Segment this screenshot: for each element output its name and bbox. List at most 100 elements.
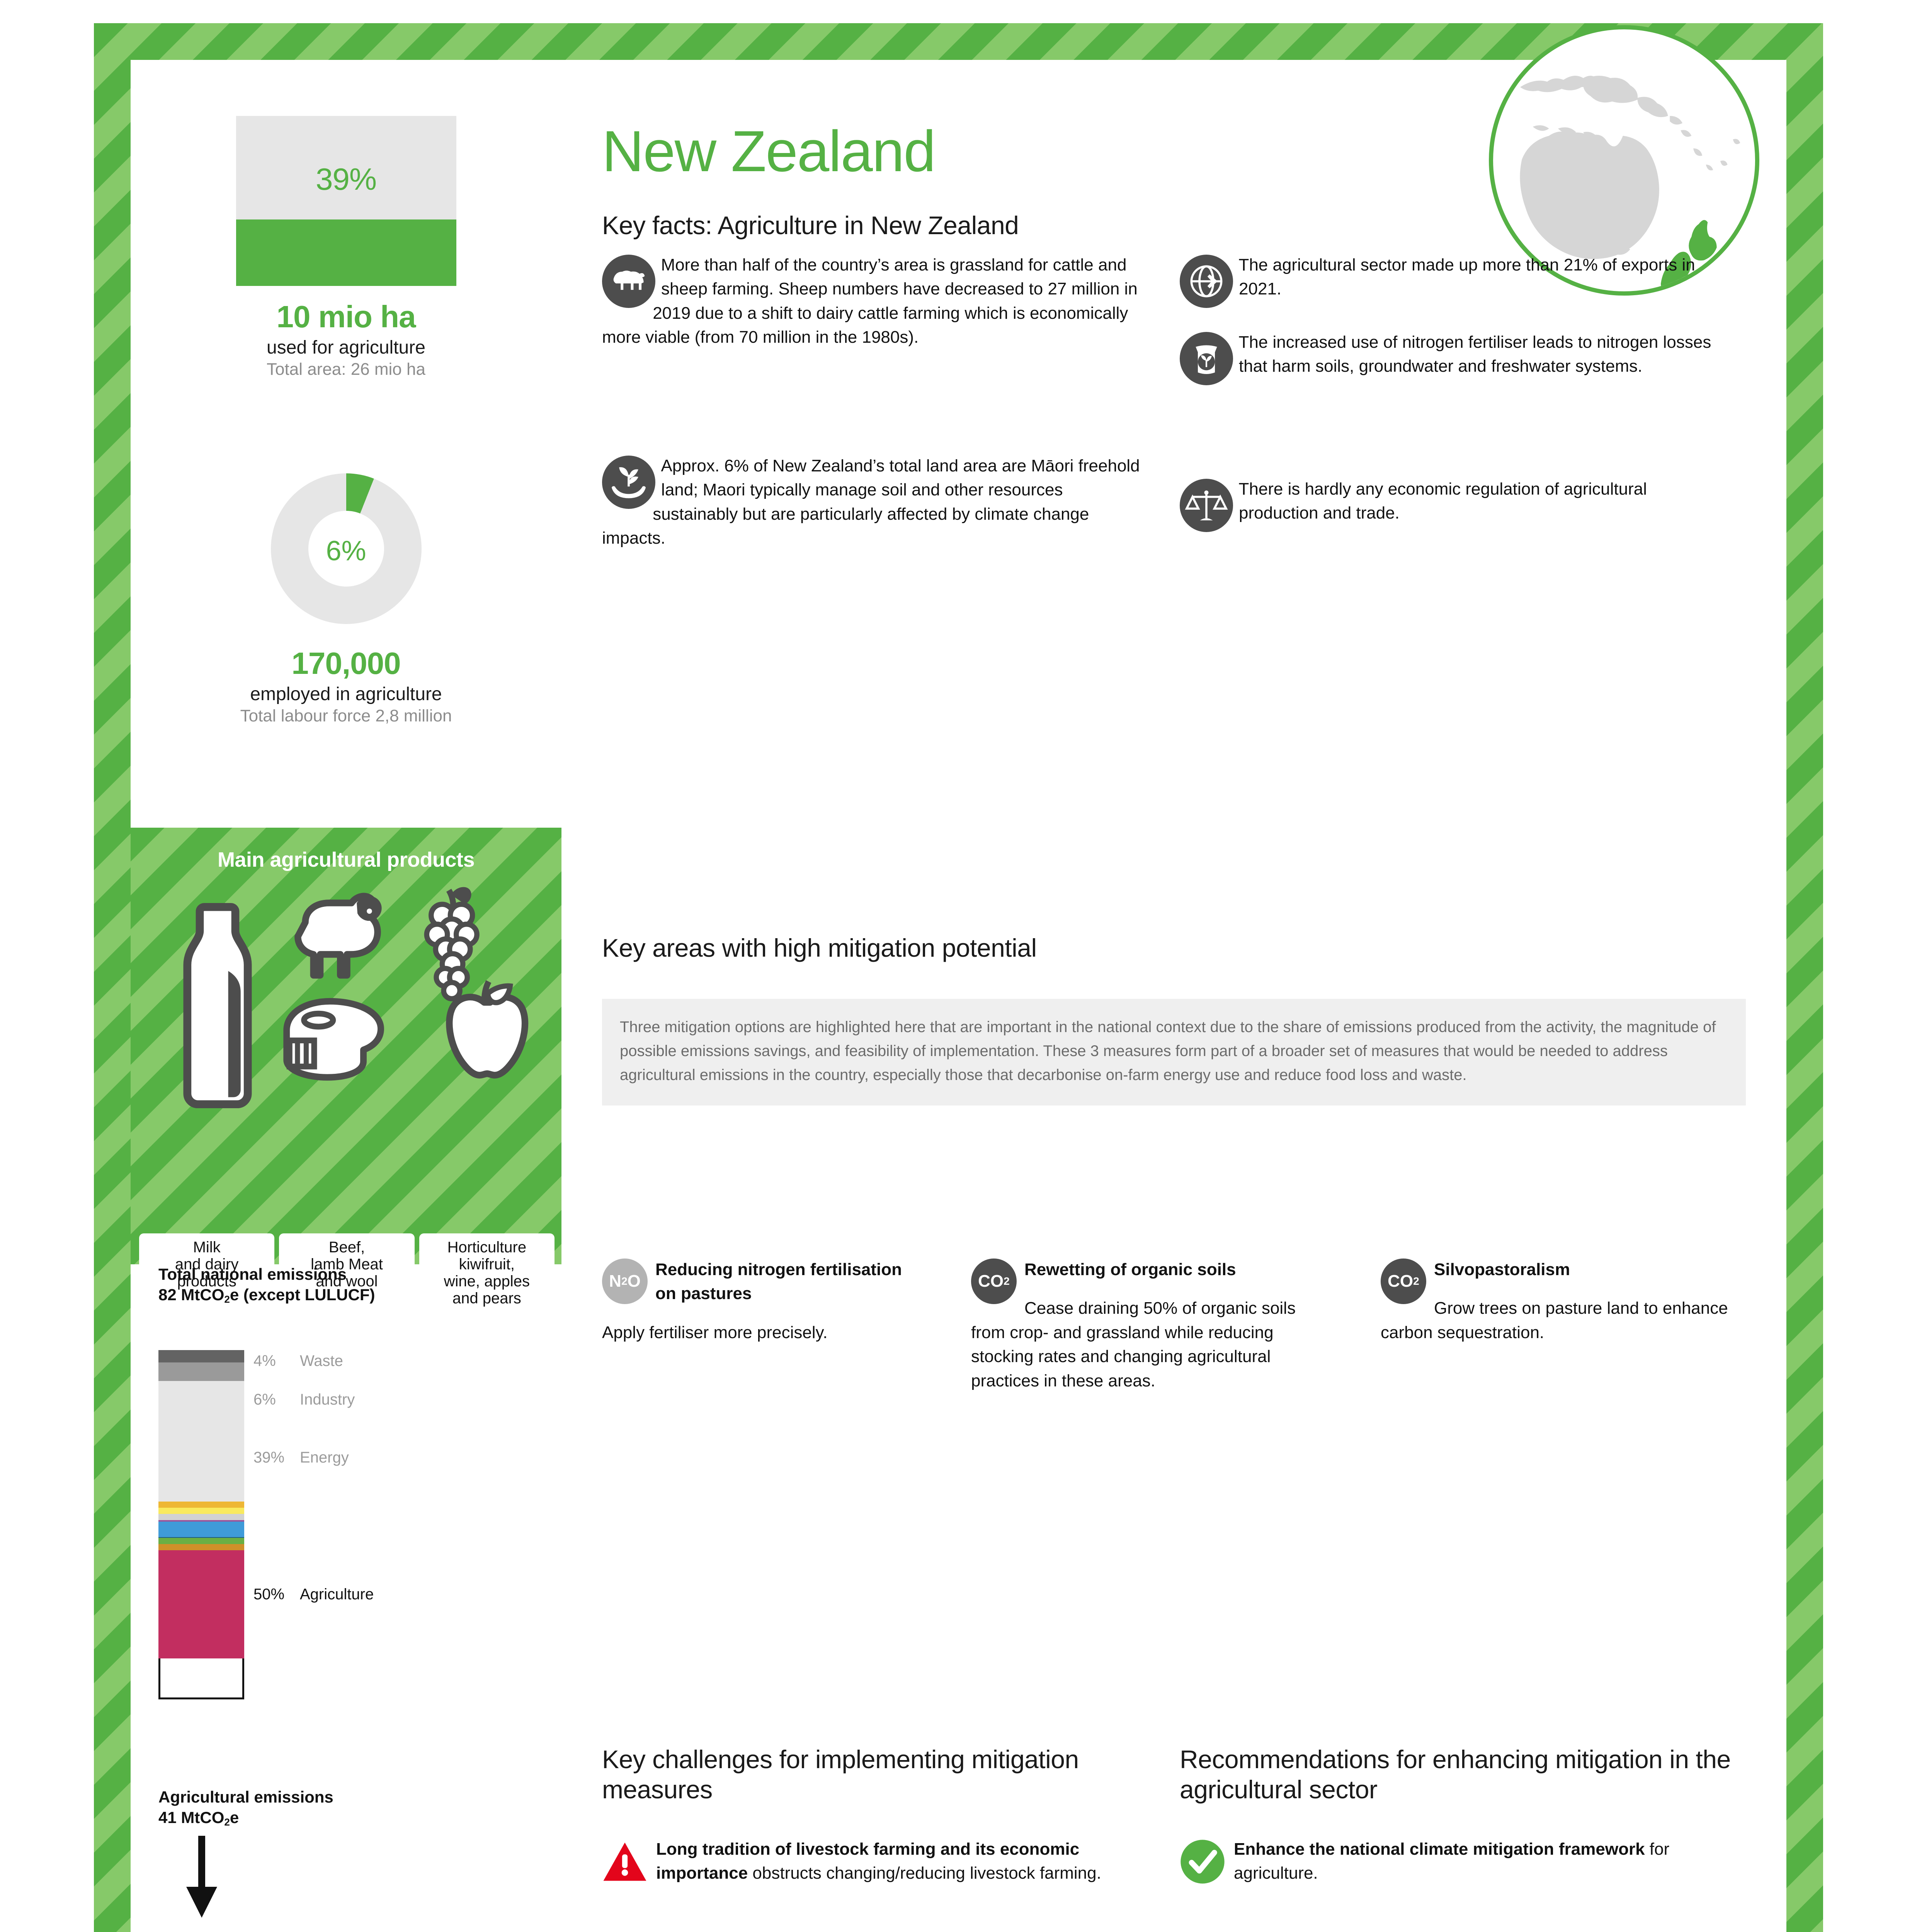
- bar-segment: [158, 1501, 244, 1508]
- bar-segment: [158, 1538, 244, 1544]
- legend-label-energy: Energy: [300, 1449, 349, 1466]
- apple-icon: [446, 980, 529, 1079]
- land-use-bar-fill: [236, 219, 456, 286]
- key-fact-grassland: More than half of the country’s area is …: [602, 253, 1151, 350]
- plant-in-hand-icon: [602, 456, 655, 509]
- key-fact-regulation: There is hardly any economic regulation …: [1180, 477, 1728, 533]
- agri-chart-subtitle-main: 41 MtCO: [158, 1808, 225, 1827]
- mitigation-option-silvopastoralism-body: Grow trees on pasture land to enhance ca…: [1381, 1299, 1728, 1342]
- employment-donut: 6%: [270, 473, 422, 624]
- products-section: Main agricultural products: [131, 828, 561, 1313]
- key-fact-regulation-text: There is hardly any economic regulation …: [1238, 480, 1647, 523]
- map-icon: [1520, 76, 1740, 291]
- legend-row-waste: 4% Waste: [253, 1352, 343, 1370]
- product-label-milk: Milk and dairy products: [139, 1233, 275, 1296]
- mitigation-option-nitrogen-title: Reducing nitrogen fertilisation on pastu…: [655, 1260, 902, 1303]
- mitigation-option-rewetting-title: Rewetting of organic soils: [1024, 1260, 1236, 1279]
- bar-segment: [158, 1544, 244, 1551]
- land-use-stat: 39% 10 mio ha used for agriculture Total…: [131, 60, 561, 379]
- total-national-emissions-chart: Total national emissions 82 MtCO2e (exce…: [131, 1264, 561, 1699]
- land-use-caption: used for agriculture: [267, 337, 425, 358]
- employment-stat: 6% 170,000 employed in agriculture Total…: [131, 446, 561, 726]
- product-label-horticulture: Horticulture kiwifruit, wine, apples and pe…: [419, 1233, 555, 1313]
- employment-value: 170,000: [291, 646, 401, 680]
- legend-value-agriculture: 50%: [253, 1586, 285, 1603]
- agricultural-emissions-chart: Agricultural emissions 41 MtCO2e 4% On-f…: [131, 1787, 561, 1918]
- key-fact-maori-land-text: Approx. 6% of New Zealand’s total land a…: [602, 456, 1140, 548]
- key-fact-maori-land: Approx. 6% of New Zealand’s total land a…: [602, 454, 1151, 551]
- mitigation-option-silvopastoralism-title: Silvopastoralism: [1434, 1260, 1570, 1279]
- recommendation-item-1: Enhance the national climate mitigation …: [1180, 1837, 1736, 1886]
- bar-segment: [158, 1350, 244, 1362]
- national-chart-title-line1: Total national emissions: [158, 1265, 347, 1283]
- scales-icon: [1180, 479, 1233, 532]
- key-fact-fertiliser-text: The increased use of nitrogen fertiliser…: [1238, 333, 1711, 376]
- key-fact-exports-text: The agricultural sector made up more tha…: [1238, 255, 1695, 299]
- bar-segment: [158, 1550, 244, 1658]
- check-icon: [1180, 1840, 1225, 1884]
- products-icons: [131, 876, 561, 1111]
- left-stats-column: 39% 10 mio ha used for agriculture Total…: [131, 60, 561, 1932]
- challenge-item-1-bold: Long tradition of livestock farming and …: [656, 1840, 1080, 1883]
- agri-chart-title: Agricultural emissions 41 MtCO2e: [158, 1787, 561, 1828]
- key-fact-fertiliser: The increased use of nitrogen fertiliser…: [1180, 330, 1728, 386]
- legend-label-industry: Industry: [300, 1391, 355, 1408]
- employment-total: Total labour force 2,8 million: [240, 706, 452, 725]
- employment-donut-ring: [270, 473, 422, 624]
- agri-chart-subtitle-sub: 2: [224, 1816, 230, 1828]
- globe-export-icon: [1180, 255, 1233, 308]
- co2-badge-rewetting: CO 2: [971, 1259, 1017, 1304]
- warning-icon: [603, 1842, 646, 1881]
- legend-row-energy: 39% Energy: [253, 1449, 349, 1466]
- bar-segment: [158, 1514, 244, 1520]
- products-label-row: Milk and dairy products Beef, lamb Meat and …: [139, 1233, 555, 1313]
- bar-segment: [158, 1520, 244, 1522]
- mitigation-intro-box: Three mitigation options are highlighted…: [602, 999, 1746, 1105]
- recommendation-item-1-bold: Enhance the national climate mitigation …: [1234, 1840, 1645, 1859]
- mitigation-option-rewetting-body: Cease draining 50% of organic soils from…: [971, 1299, 1296, 1390]
- oceania-map: [1489, 25, 1759, 296]
- challenges-heading: Key challenges for implementing mitigati…: [602, 1745, 1079, 1804]
- bar-segment: [158, 1521, 244, 1537]
- mitigation-option-rewetting: CO 2 Rewetting of organic soils Cease dra…: [971, 1258, 1296, 1393]
- bar-segment: [158, 1381, 244, 1502]
- cow-icon: [602, 255, 655, 308]
- legend-value-energy: 39%: [253, 1449, 285, 1466]
- agri-chart-title-line1: Agricultural emissions: [158, 1788, 333, 1806]
- mitigation-heading: Key areas with high mitigation potential: [602, 934, 1037, 962]
- recommendation-item-1-rest: for agriculture.: [1234, 1840, 1670, 1883]
- mitigation-option-silvopastoralism: CO 2 Silvopastoralism Grow trees on pastu…: [1381, 1258, 1728, 1345]
- mitigation-option-nitrogen-body: Apply fertiliser more precisely.: [602, 1323, 828, 1342]
- challenge-item-1: Long tradition of livestock farming and …: [602, 1837, 1143, 1886]
- challenge-item-1-rest: obstructs changing/reducing livestock fa…: [748, 1864, 1101, 1883]
- products-title: Main agricultural products: [217, 848, 475, 871]
- legend-row-agriculture: 50% Agriculture: [253, 1586, 374, 1603]
- key-fact-exports: The agricultural sector made up more tha…: [1180, 253, 1728, 309]
- bar-segment: [158, 1537, 244, 1538]
- down-arrow-icon: [186, 1836, 217, 1918]
- legend-value-waste: 4%: [253, 1352, 276, 1369]
- bar-segment: [158, 1362, 244, 1381]
- fertiliser-bag-icon: [1180, 332, 1233, 385]
- new-zealand-highlight: [1661, 220, 1717, 291]
- main-content-column: New Zealand Key facts: Agriculture in Ne…: [561, 25, 1786, 1932]
- milk-bottle-icon: [183, 903, 252, 1108]
- national-chart-subtitle-main: 82 MtCO: [158, 1285, 225, 1304]
- legend-row-industry: 6% Industry: [253, 1391, 355, 1408]
- key-fact-grassland-text: More than half of the country’s area is …: [602, 255, 1138, 347]
- national-chart-subtitle-sub: 2: [224, 1293, 230, 1305]
- grapes-icon: [424, 887, 480, 1002]
- agriculture-brace: [158, 1658, 244, 1699]
- mitigation-intro-text: Three mitigation options are highlighted…: [620, 1019, 1716, 1083]
- co2-badge-silvopastoralism: CO 2: [1381, 1259, 1426, 1304]
- national-chart-title: Total national emissions 82 MtCO2e (exce…: [158, 1264, 561, 1306]
- steak-icon: [283, 998, 384, 1081]
- legend-label-agriculture: Agriculture: [300, 1586, 374, 1603]
- recommendations-heading: Recommendations for enhancing mitigation…: [1180, 1745, 1731, 1804]
- land-use-total: Total area: 26 mio ha: [267, 360, 425, 379]
- page-title: New Zealand: [602, 119, 936, 184]
- agri-chart-subtitle-tail: e: [230, 1808, 239, 1827]
